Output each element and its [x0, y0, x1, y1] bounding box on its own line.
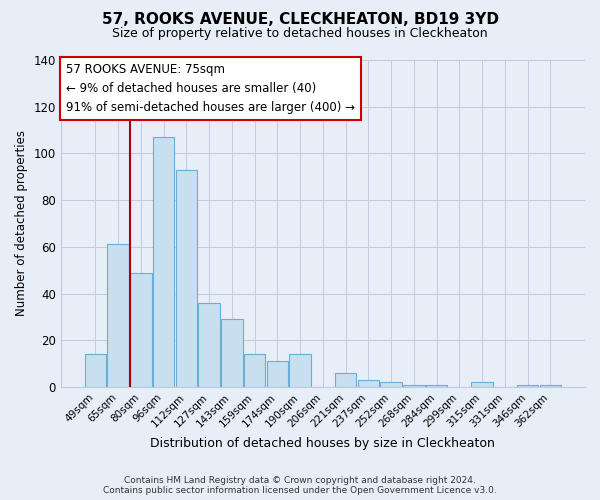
Bar — [403, 384, 425, 387]
Bar — [380, 382, 402, 387]
Bar — [266, 362, 288, 387]
Bar — [130, 272, 152, 387]
Bar — [358, 380, 379, 387]
Bar — [199, 303, 220, 387]
Text: 57, ROOKS AVENUE, CLECKHEATON, BD19 3YD: 57, ROOKS AVENUE, CLECKHEATON, BD19 3YD — [101, 12, 499, 28]
Y-axis label: Number of detached properties: Number of detached properties — [15, 130, 28, 316]
Text: Contains HM Land Registry data © Crown copyright and database right 2024.
Contai: Contains HM Land Registry data © Crown c… — [103, 476, 497, 495]
Bar — [85, 354, 106, 387]
Bar — [335, 373, 356, 387]
Bar — [289, 354, 311, 387]
Text: 57 ROOKS AVENUE: 75sqm
← 9% of detached houses are smaller (40)
91% of semi-deta: 57 ROOKS AVENUE: 75sqm ← 9% of detached … — [66, 64, 355, 114]
Bar — [517, 384, 538, 387]
Text: Size of property relative to detached houses in Cleckheaton: Size of property relative to detached ho… — [112, 28, 488, 40]
Bar — [221, 319, 243, 387]
X-axis label: Distribution of detached houses by size in Cleckheaton: Distribution of detached houses by size … — [151, 437, 496, 450]
Bar — [153, 137, 175, 387]
Bar — [472, 382, 493, 387]
Bar — [539, 384, 561, 387]
Bar — [176, 170, 197, 387]
Bar — [107, 244, 129, 387]
Bar — [244, 354, 265, 387]
Bar — [426, 384, 448, 387]
